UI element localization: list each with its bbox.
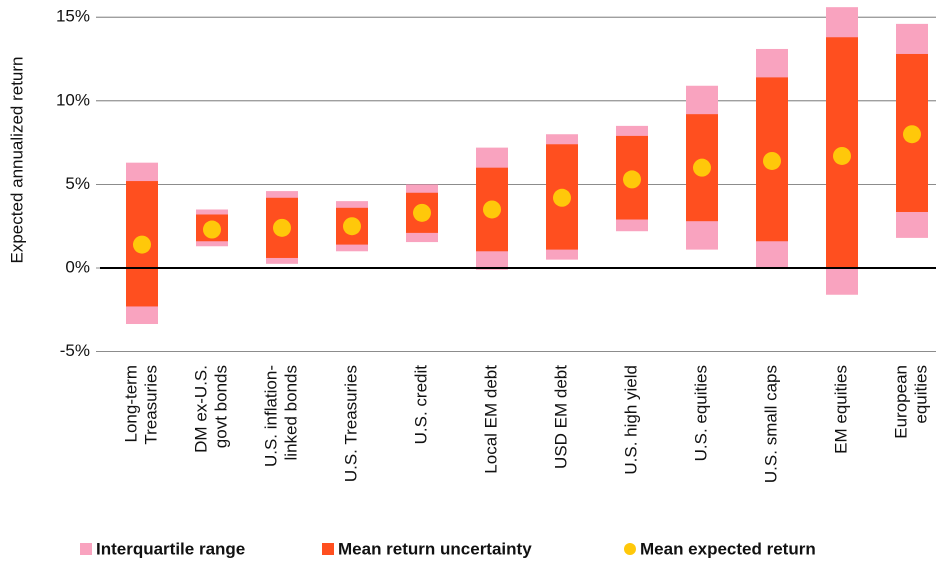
x-tick-label: Long-term <box>121 365 140 442</box>
mean-dot <box>763 151 781 170</box>
legend-label: Interquartile range <box>96 539 245 558</box>
x-tick-label: Local EM debt <box>481 365 500 474</box>
x-tick-label: linked bonds <box>281 365 300 460</box>
x-tick-label: U.S. Treasuries <box>341 365 360 482</box>
mean-dot <box>483 200 501 219</box>
y-tick-label: 10% <box>56 90 90 109</box>
y-tick-label: 5% <box>65 174 90 193</box>
mean-dot <box>203 220 221 239</box>
mean-dot <box>693 158 711 177</box>
y-tick-label: -5% <box>60 341 90 360</box>
x-tick-label: equities <box>911 365 930 424</box>
x-tick-label: EM equities <box>831 365 850 454</box>
legend-label: Mean expected return <box>640 539 816 558</box>
x-tick-label: U.S. high yield <box>621 365 640 475</box>
x-tick-label: Treasuries <box>141 365 160 445</box>
x-tick-label: U.S. credit <box>411 365 430 445</box>
legend-swatch <box>624 543 636 555</box>
legend-swatch <box>80 543 92 555</box>
x-tick-label: U.S. small caps <box>761 365 780 483</box>
mean-dot <box>623 170 641 189</box>
x-tick-label: USD EM debt <box>551 365 570 469</box>
x-tick-label: U.S. inflation- <box>261 365 280 467</box>
mean-dot <box>553 188 571 207</box>
y-axis-label: Expected annualized return <box>7 57 26 264</box>
mean-dot <box>413 203 431 222</box>
mean-dot <box>343 217 361 236</box>
legend-swatch <box>322 543 334 555</box>
mean-dot <box>273 218 291 237</box>
legend-label: Mean return uncertainty <box>338 539 532 558</box>
x-tick-label: European <box>891 365 910 439</box>
y-tick-label: 0% <box>65 257 90 276</box>
mean-dot <box>903 125 921 144</box>
x-tick-label: U.S. equities <box>691 365 710 461</box>
x-tick-label: govt bonds <box>211 365 230 448</box>
mean-dot <box>133 235 151 254</box>
y-tick-label: 15% <box>56 7 90 26</box>
mean-dot <box>833 146 851 165</box>
x-tick-label: DM ex-U.S. <box>191 365 210 453</box>
